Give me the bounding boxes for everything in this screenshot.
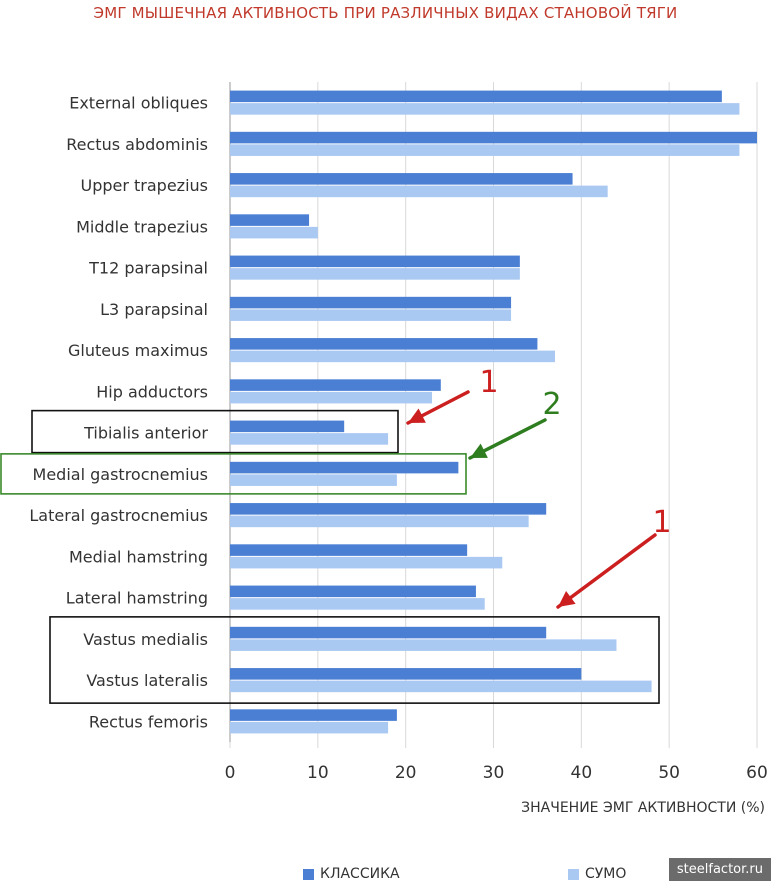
category-label: L3 parapsinal <box>100 300 208 319</box>
annotation-layer: 1 2 1 <box>0 365 672 704</box>
x-axis-label: ЗНАЧЕНИЕ ЭМГ АКТИВНОСТИ (%) <box>521 800 765 816</box>
x-tick-label: 20 <box>395 763 417 783</box>
x-tick-layer: 0 10 20 30 40 50 60 <box>225 763 768 783</box>
x-tick-label: 40 <box>571 763 593 783</box>
bar-sumo <box>230 474 397 486</box>
x-tick-label: 0 <box>225 763 236 783</box>
bar-classic <box>230 173 573 185</box>
bar-sumo <box>230 103 740 115</box>
chart-title: ЭМГ МЫШЕЧНАЯ АКТИВНОСТЬ ПРИ РАЗЛИЧНЫХ ВИ… <box>93 4 678 22</box>
category-label: Medial gastrocnemius <box>33 465 208 484</box>
annotation-label: 2 <box>542 387 561 422</box>
bar-classic <box>230 709 397 721</box>
x-tick-label: 30 <box>483 763 505 783</box>
bar-classic <box>230 255 520 268</box>
bar-classic <box>230 626 547 639</box>
category-label: Hip adductors <box>96 382 208 401</box>
category-label: Vastus medialis <box>83 630 208 649</box>
arrow-1-top <box>406 390 470 425</box>
bar-sumo <box>230 680 652 693</box>
bar-classic <box>230 90 722 103</box>
category-label: External obliques <box>69 94 208 113</box>
arrow-2 <box>468 418 547 460</box>
category-label: Lateral hamstring <box>66 589 208 608</box>
bar-layer <box>230 90 757 734</box>
category-label: Medial hamstring <box>69 547 208 566</box>
category-label: Vastus lateralis <box>86 671 208 690</box>
bar-classic <box>230 131 757 144</box>
bar-classic <box>230 544 468 556</box>
category-label: Middle trapezius <box>76 217 208 236</box>
bar-classic <box>230 420 345 433</box>
annotation-label: 1 <box>479 365 498 400</box>
bar-sumo <box>230 309 512 321</box>
arrow-1-bottom <box>556 533 657 609</box>
bar-sumo <box>230 350 555 363</box>
category-label-layer: External obliques Rectus abdominis Upper t… <box>29 94 208 732</box>
bar-sumo <box>230 515 529 528</box>
legend-item-classic: КЛАССИКА <box>303 866 400 882</box>
bar-sumo <box>230 433 389 445</box>
bar-sumo <box>230 268 520 280</box>
x-tick-label: 60 <box>746 763 768 783</box>
bar-sumo <box>230 556 503 569</box>
category-label: Upper trapezius <box>80 176 208 195</box>
watermark: steelfactor.ru <box>668 858 771 881</box>
bar-sumo <box>230 391 433 404</box>
highlight-box-medial-gastrocnemius <box>0 453 467 495</box>
bar-classic <box>230 379 441 391</box>
bar-classic <box>230 503 547 515</box>
legend-label-classic: КЛАССИКА <box>320 866 400 882</box>
bar-sumo <box>230 639 617 651</box>
bar-sumo <box>230 598 485 610</box>
annotation-label: 1 <box>652 505 671 540</box>
legend-item-sumo: СУМО <box>568 866 626 882</box>
category-label: Tibialis anterior <box>83 424 208 443</box>
legend-label-sumo: СУМО <box>585 866 627 882</box>
legend-swatch-classic <box>303 868 314 880</box>
category-label: Lateral gastrocnemius <box>29 506 208 525</box>
category-label: Rectus abdominis <box>66 135 208 154</box>
bar-classic <box>230 668 582 680</box>
category-label: Rectus femoris <box>89 712 208 731</box>
x-tick-label: 10 <box>307 763 329 783</box>
bar-sumo <box>230 226 318 239</box>
x-tick-label: 50 <box>658 763 680 783</box>
highlight-box-vastus <box>49 616 660 704</box>
category-label: Gluteus maximus <box>68 341 208 360</box>
bar-sumo <box>230 721 389 734</box>
legend-swatch-sumo <box>568 868 579 880</box>
bar-sumo <box>230 185 608 198</box>
bar-classic <box>230 296 512 309</box>
bar-sumo <box>230 144 740 156</box>
highlight-box-tibialis <box>31 409 399 454</box>
category-label: T12 parapsinal <box>88 259 208 278</box>
bar-classic <box>230 585 476 598</box>
bar-classic <box>230 338 538 350</box>
bar-classic <box>230 214 310 226</box>
bar-classic <box>230 461 459 474</box>
